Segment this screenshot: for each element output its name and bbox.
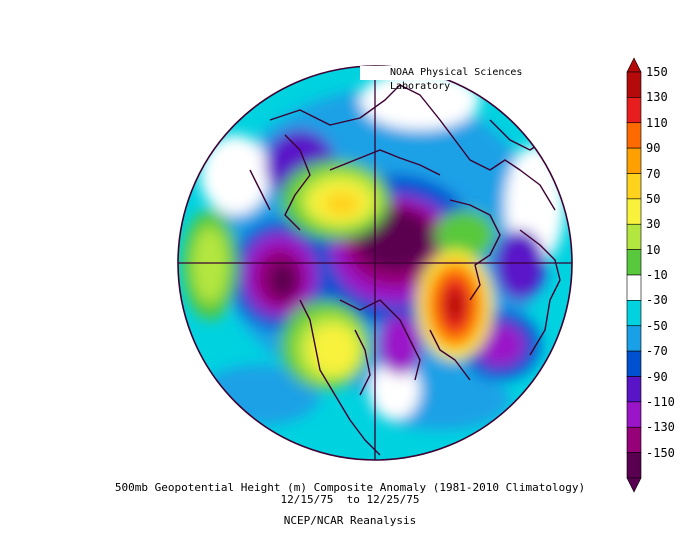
colorbar-swatch — [626, 452, 642, 479]
date-range: 12/15/75 to 12/25/75 — [280, 493, 420, 506]
colorbar-swatch — [626, 122, 642, 149]
dataset-label: NCEP/NCAR Reanalysis — [283, 514, 417, 527]
colorbar-tick-label: 50 — [646, 191, 661, 206]
colorbar-min-arrow — [626, 477, 642, 493]
colorbar-swatch — [626, 249, 642, 276]
colorbar-tick-label: 30 — [646, 217, 661, 232]
colorbar-tick-label: 150 — [646, 65, 668, 79]
colorbar-swatch — [626, 223, 642, 250]
colorbar-swatch — [626, 401, 642, 428]
colorbar-swatch — [626, 376, 642, 403]
colorbar-swatch — [626, 426, 642, 453]
colorbar-tick-label: 70 — [646, 166, 661, 181]
colorbar-tick-label: -150 — [646, 445, 675, 460]
colorbar-tick-label: -70 — [646, 344, 668, 359]
colorbar-swatch — [626, 173, 642, 200]
credit-label: NOAA Physical Sciences Laboratory — [360, 66, 572, 92]
colorbar-tick-label: 110 — [646, 115, 668, 130]
colorbar-tick-label: -110 — [646, 394, 675, 409]
colorbar-swatch — [626, 350, 642, 377]
colorbar-tick-label: 90 — [646, 141, 661, 156]
colorbar-swatch — [626, 274, 642, 301]
colorbar-swatch — [626, 198, 642, 225]
colorbar-tick-label: -30 — [646, 293, 668, 308]
colorbar-tick-label: -130 — [646, 420, 675, 435]
colorbar-swatch — [626, 97, 642, 124]
colorbar-max-arrow — [626, 57, 642, 73]
colorbar-tick-label: -90 — [646, 369, 668, 384]
chart-title: 500mb Geopotential Height (m) Composite … — [114, 481, 586, 494]
colorbar — [626, 57, 642, 493]
anomaly-field — [178, 66, 572, 460]
colorbar-tick-label: 10 — [646, 242, 661, 257]
colorbar-swatch — [626, 300, 642, 327]
colorbar-swatch — [626, 147, 642, 174]
colorbar-swatch — [626, 71, 642, 98]
colorbar-tick-label: 130 — [646, 90, 668, 105]
colorbar-swatch — [626, 325, 642, 352]
colorbar-tick-label: -10 — [646, 268, 668, 282]
colorbar-tick-label: -50 — [646, 318, 668, 333]
